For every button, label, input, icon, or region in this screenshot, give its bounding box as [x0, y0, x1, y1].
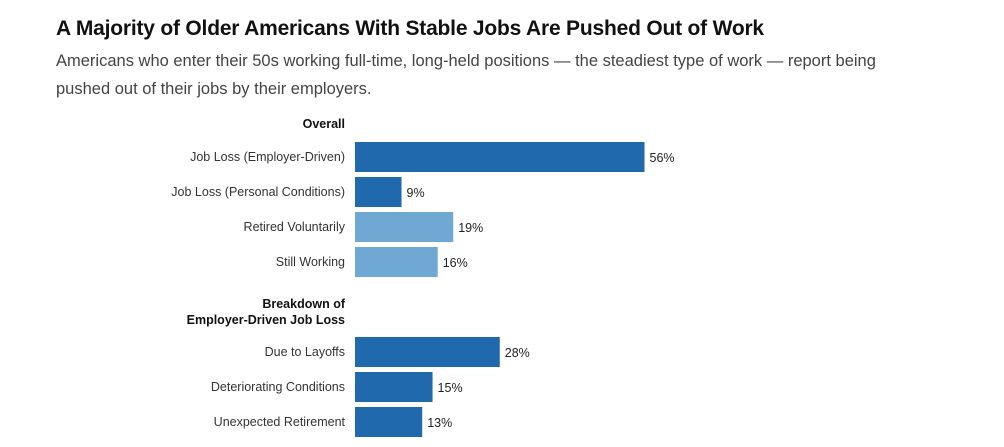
chart-title: A Majority of Older Americans With Stabl… [56, 17, 764, 40]
bar [355, 247, 438, 277]
value-label: 9% [407, 186, 425, 200]
section-label-breakdown-line-2: Employer-Driven Job Loss [186, 313, 345, 327]
chart-subtitle: Americans who enter their 50s working fu… [56, 52, 876, 98]
category-label: Still Working [276, 255, 345, 269]
bar [355, 212, 454, 242]
section-label-overall: Overall [302, 117, 345, 131]
value-label: 15% [438, 381, 463, 395]
category-label: Job Loss (Employer-Driven) [190, 150, 345, 164]
value-label: 19% [458, 221, 483, 235]
category-label: Unexpected Retirement [214, 415, 346, 429]
category-label: Retired Voluntarily [244, 220, 346, 234]
value-label: 28% [505, 346, 530, 360]
category-label: Job Loss (Personal Conditions) [171, 185, 345, 199]
bar [355, 337, 500, 367]
value-label: 13% [427, 416, 452, 430]
value-label: 16% [443, 256, 468, 270]
bar [355, 142, 645, 172]
section-label-breakdown: Breakdown of Employer-Driven Job Loss [187, 296, 345, 328]
bar [355, 372, 433, 402]
value-label: 56% [650, 151, 675, 165]
bar [355, 407, 423, 437]
section-label-breakdown-line-1: Breakdown of [262, 297, 345, 311]
bar [355, 177, 402, 207]
category-label: Due to Layoffs [265, 345, 345, 359]
category-label: Deteriorating Conditions [211, 380, 345, 394]
